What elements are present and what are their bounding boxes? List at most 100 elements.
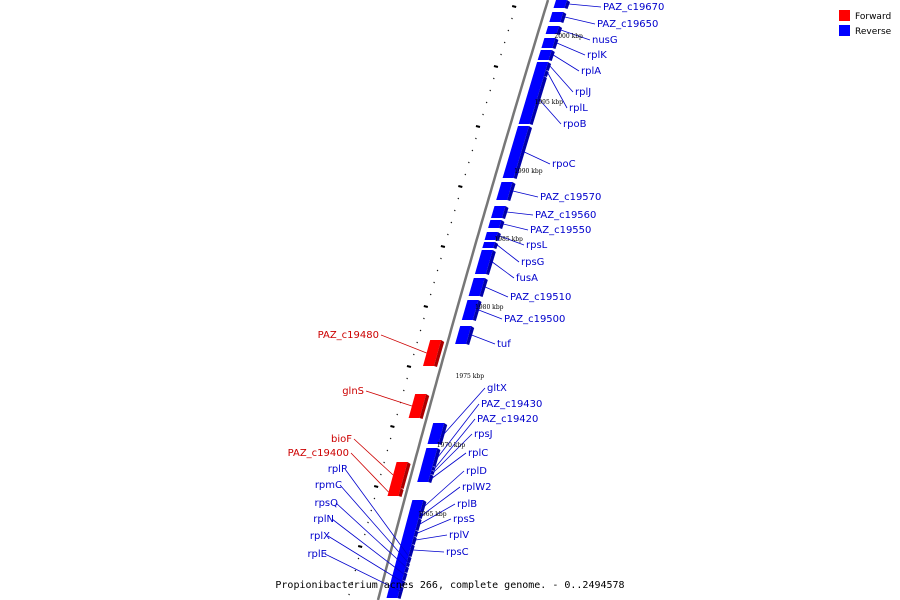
genome-backbone	[376, 0, 550, 600]
gene-feature-edge-paz-c19420	[431, 466, 436, 471]
gene-label-paz-c19420: PAZ_c19420	[477, 414, 538, 425]
gene-feature-rplk	[541, 38, 556, 48]
scale-tick	[492, 77, 495, 80]
gene-feature-edge-rpsj	[430, 470, 435, 475]
gene-label-rpmc: rpmC	[315, 480, 342, 491]
gene-feature-edge-paz-c19430	[432, 448, 441, 467]
gene-feature-paz-c19510	[468, 278, 485, 296]
gene-label-rpla: rplA	[581, 66, 601, 77]
scale-tick	[406, 365, 412, 368]
label-leader-rplc	[432, 452, 467, 479]
gene-feature-edge-rplp	[406, 556, 412, 563]
scale-tick	[406, 377, 408, 380]
kbp-marker: 1990 kbp	[514, 168, 543, 175]
label-leader-paz-c19430	[437, 403, 480, 458]
label-leader-rpob	[539, 99, 562, 125]
gene-feature-paz-c19550	[488, 220, 502, 228]
gene-label-rpln: rplN	[313, 514, 334, 525]
gene-feature-edge-paz-c19670	[564, 0, 570, 9]
gene-label-paz-c19510: PAZ_c19510	[510, 292, 571, 303]
gene-label-rpsg: rpsG	[521, 257, 544, 268]
gene-feature-rpsq	[393, 566, 406, 572]
scale-tick	[464, 173, 467, 176]
gene-feature-gltx	[427, 423, 445, 444]
scale-tick	[412, 353, 415, 356]
scale-tick	[475, 137, 477, 140]
gene-feature-edge-rplb	[415, 518, 422, 531]
gene-label-rplk: rplK	[587, 50, 607, 61]
gene-feature-paz-c19400	[387, 488, 401, 496]
gene-label-rplp: rplP	[328, 464, 347, 475]
label-leader-rplb	[419, 503, 456, 525]
scale-tick	[386, 449, 389, 452]
gene-label-rple: rplE	[307, 549, 327, 560]
gene-feature-edge-rplv	[411, 536, 417, 545]
label-leader-rplw2	[422, 486, 461, 516]
gene-feature-edge-rpss	[413, 530, 419, 537]
scale-tick	[500, 53, 502, 56]
label-leader-paz-c19510	[485, 286, 509, 298]
scale-tick	[482, 113, 484, 116]
gene-feature-edge-rpmc	[405, 562, 410, 567]
kbp-markers: 2000 kbp 1995 kbp 1990 kbp 1985 kbp 1980 kbp…	[418, 33, 583, 518]
scale-tick	[357, 545, 363, 548]
label-leader-rpsq	[335, 502, 409, 570]
gene-label-rplw2: rplW2	[462, 482, 492, 493]
gene-label-paz-c19400: PAZ_c19400	[288, 448, 349, 459]
scale-tick	[467, 161, 470, 164]
scale-tick	[423, 317, 425, 320]
label-leader-biof	[353, 438, 394, 476]
label-leader-rpss	[417, 518, 452, 534]
gene-feature-paz-c19560	[491, 206, 506, 218]
label-leader-tuf	[471, 334, 496, 345]
scale-tick	[383, 461, 385, 464]
label-leader-nusg	[560, 29, 591, 41]
gene-feature-rplc	[417, 474, 431, 482]
scale-tick	[447, 233, 449, 236]
scale-tick	[511, 5, 517, 8]
gene-feature-edge-paz-c19650	[560, 12, 567, 23]
kbp-marker: 1975 kbp	[456, 373, 485, 380]
gene-label-paz-c19670: PAZ_c19670	[603, 2, 664, 13]
gene-feature-edge-paz-c19400	[398, 488, 404, 497]
label-leader-paz-c19480	[380, 334, 427, 354]
gene-feature-rpln	[391, 572, 405, 580]
gene-label-rpld: rplD	[466, 466, 487, 477]
gene-feature-edge-rpsq	[404, 566, 409, 573]
scale-tick	[457, 197, 460, 200]
scale-tick	[429, 293, 432, 296]
scale-tick	[390, 425, 395, 428]
label-leader-rplj	[549, 65, 574, 93]
gene-label-rplx: rplX	[310, 531, 330, 542]
scale-tick	[458, 185, 463, 188]
gene-feature-edge-paz-c19560	[502, 206, 509, 219]
gene-label-gltx: gltX	[487, 383, 507, 394]
gene-feature-fusa	[474, 250, 493, 274]
gene-feature-rpld	[409, 500, 424, 512]
label-leader-rplv	[415, 534, 448, 541]
label-leader-paz-c19550	[503, 223, 529, 231]
kbp-marker: 1995 kbp	[535, 99, 564, 106]
gene-label-rplb: rplB	[457, 499, 477, 510]
gene-feature-rpla	[537, 50, 552, 60]
scale-tick	[433, 281, 435, 284]
gene-label-rpsl: rpsL	[526, 240, 548, 251]
gene-feature-edge-paz-c19500	[472, 300, 482, 321]
gene-feature-edge-rpob	[529, 76, 547, 125]
legend-forward-label: Forward	[855, 12, 891, 22]
scale-tick	[373, 497, 376, 500]
gene-feature-paz-c19420	[420, 466, 433, 470]
scale-tick	[357, 557, 360, 560]
gene-label-rplc: rplC	[468, 448, 488, 459]
gene-feature-edge-nusg	[556, 26, 563, 35]
gene-feature-biof	[389, 462, 408, 488]
gene-label-fusa: fusA	[516, 273, 538, 284]
gene-label-paz-c19430: PAZ_c19430	[481, 399, 542, 410]
label-leader-rpll	[547, 72, 568, 109]
label-leader-rpln	[331, 518, 407, 577]
label-leader-rpla	[553, 54, 580, 72]
gene-feature-glns	[408, 394, 427, 418]
scale-tick	[471, 149, 474, 152]
label-leader-paz-c19560	[506, 211, 534, 216]
gene-feature-paz-c19430	[421, 448, 438, 466]
